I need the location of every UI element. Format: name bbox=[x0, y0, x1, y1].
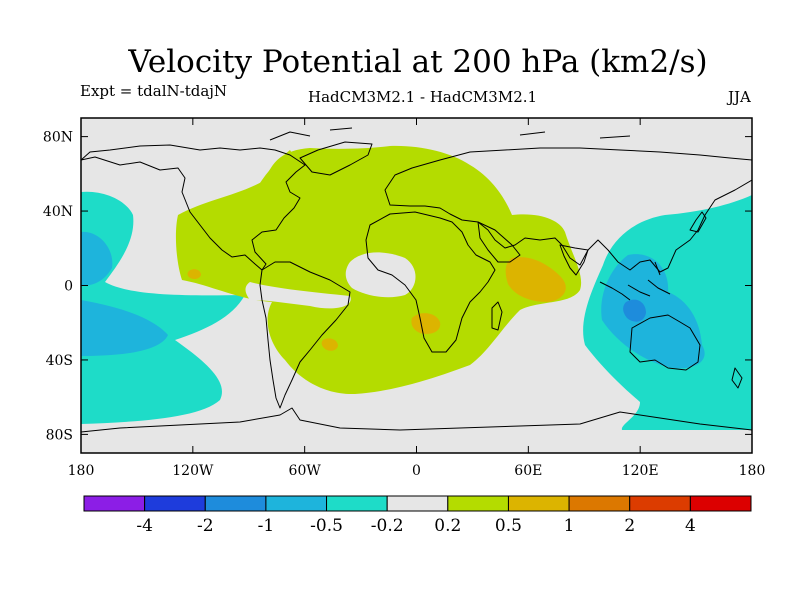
colorbar-swatch bbox=[507, 495, 570, 512]
colorbar-swatch bbox=[568, 495, 631, 512]
contour-central-pacific-minimum bbox=[81, 300, 168, 356]
lat-tick-label: 80S bbox=[46, 427, 73, 443]
colorbar-label: -0.5 bbox=[310, 516, 343, 536]
contour-arabian-sea-maximum bbox=[505, 257, 566, 302]
colorbar: -4 -2 -1 -0.5 -0.2 0.2 0.5 1 2 4 bbox=[83, 495, 752, 536]
coastline-south-america bbox=[259, 261, 351, 409]
colorbar-swatch bbox=[204, 495, 267, 512]
colorbar-label: 2 bbox=[624, 516, 635, 536]
colorbar-label: 0.2 bbox=[434, 516, 461, 536]
coastline-layer bbox=[81, 127, 752, 433]
lon-tick-label: 180 bbox=[739, 463, 766, 479]
coastline-antarctica bbox=[81, 407, 752, 433]
contour-north-atlantic-extension bbox=[254, 150, 294, 206]
coastline-africa bbox=[365, 211, 496, 353]
colorbar-label: -2 bbox=[197, 516, 214, 536]
lon-tick-label: 120W bbox=[172, 463, 214, 479]
colorbar-swatch bbox=[265, 495, 328, 512]
lat-tick-label: 80N bbox=[43, 130, 73, 146]
coastline-arctic-islands bbox=[269, 127, 631, 141]
colorbar-label: 4 bbox=[685, 516, 696, 536]
contour-eastern-pacific-negative bbox=[81, 191, 245, 424]
colorbar-swatch bbox=[83, 495, 146, 512]
colorbar-swatch bbox=[144, 495, 206, 512]
contour-south-america-neutral bbox=[245, 282, 351, 309]
model-label: HadCM3M2.1 - HadCM3M2.1 bbox=[308, 88, 538, 106]
colorbar-swatch bbox=[386, 495, 449, 512]
lon-tick-label: 60E bbox=[514, 463, 542, 479]
lon-tick-label: 180 bbox=[68, 463, 95, 479]
coastline-eurasia bbox=[384, 147, 752, 273]
colorbar-swatch bbox=[689, 495, 752, 512]
contour-caribbean-maximum bbox=[187, 269, 201, 280]
lon-tick-label: 0 bbox=[412, 463, 421, 479]
coastline-new-zealand bbox=[731, 367, 743, 389]
experiment-label: Expt = tdalN-tdajN bbox=[80, 82, 228, 100]
latitude-axis: 80N 40N 0 40S 80S bbox=[43, 130, 752, 443]
colorbar-swatch bbox=[629, 495, 691, 512]
coastline-indonesia bbox=[599, 261, 671, 301]
contour-south-atlantic-maximum bbox=[411, 313, 441, 334]
season-label: JJA bbox=[728, 88, 751, 106]
lat-tick-label: 0 bbox=[64, 279, 73, 295]
coastline-india bbox=[559, 244, 589, 276]
contour-dateline-minimum bbox=[81, 231, 113, 286]
contour-equatorial-atlantic-neutral bbox=[345, 252, 416, 298]
coastline-north-america bbox=[81, 144, 306, 271]
colorbar-swatch bbox=[447, 495, 509, 512]
colorbar-label: -4 bbox=[136, 516, 153, 536]
colorbar-label: -0.2 bbox=[371, 516, 404, 536]
contour-brazil-maximum bbox=[321, 338, 338, 351]
contour-maritime-minimum bbox=[601, 254, 705, 369]
plot-title: Velocity Potential at 200 hPa (km2/s) bbox=[128, 44, 708, 80]
coastline-australia bbox=[629, 314, 701, 371]
colorbar-label: -1 bbox=[258, 516, 275, 536]
coastline-greenland bbox=[299, 141, 373, 176]
longitude-axis: 180 120W 60W 0 60E 120E 180 bbox=[68, 118, 766, 479]
lon-tick-label: 60W bbox=[289, 463, 322, 479]
lat-tick-label: 40S bbox=[46, 353, 73, 369]
lon-tick-label: 120E bbox=[622, 463, 659, 479]
colorbar-label: 0.5 bbox=[495, 516, 522, 536]
lat-tick-label: 40N bbox=[43, 204, 73, 220]
colorbar-label: 1 bbox=[564, 516, 575, 536]
coastline-japan bbox=[689, 211, 707, 233]
contour-banda-minimum bbox=[623, 299, 646, 322]
coastline-madagascar bbox=[491, 301, 503, 331]
colorbar-swatch bbox=[326, 495, 388, 512]
coastline-arabia bbox=[477, 221, 521, 263]
